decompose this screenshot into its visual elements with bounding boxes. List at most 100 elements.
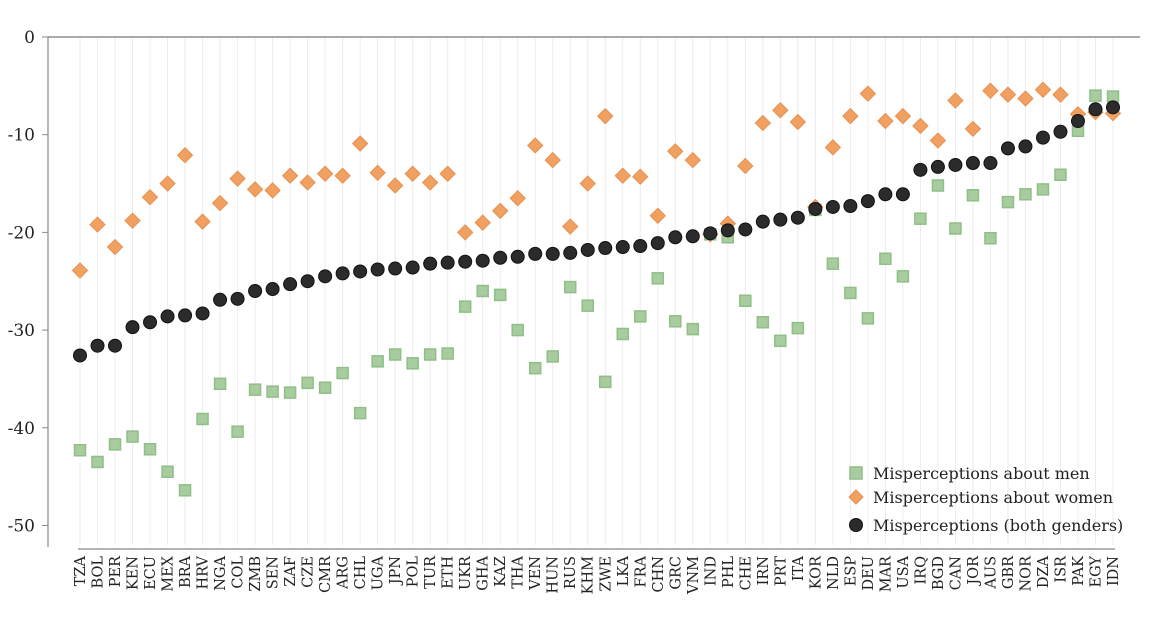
point-both: [230, 291, 245, 306]
x-tick-label: IDN: [1106, 556, 1122, 586]
point-both: [545, 246, 560, 261]
point-women: [912, 117, 929, 135]
x-tick-label: ZWE: [598, 556, 614, 592]
point-both: [353, 264, 368, 279]
x-tick-label: CMR: [318, 555, 334, 593]
x-tick-label: VNM: [686, 556, 702, 595]
point-men: [581, 299, 594, 312]
point-women: [404, 165, 421, 182]
x-tick-label: CZE: [301, 556, 317, 588]
point-men: [476, 284, 489, 298]
point-both: [598, 241, 613, 256]
x-axis: TZA BOL PER KEN ECU MEX BRA HRV NGA COL ZMB SEN ZAF C…: [73, 548, 1122, 595]
x-tick-label: DEU: [861, 556, 877, 590]
point-men: [493, 288, 507, 302]
x-tick-label: POL: [406, 556, 422, 588]
point-both: [510, 249, 525, 264]
point-men: [1089, 89, 1102, 102]
point-women: [71, 262, 89, 279]
point-men: [634, 310, 647, 323]
point-men: [108, 438, 122, 451]
point-women: [842, 107, 859, 125]
point-women: [1034, 81, 1052, 98]
point-men: [1001, 195, 1015, 209]
point-men: [756, 316, 770, 329]
point-women: [544, 151, 561, 169]
point-women: [334, 167, 351, 184]
x-tick-label: COL: [231, 556, 247, 589]
point-women: [456, 224, 474, 241]
point-women: [1052, 86, 1069, 103]
point-men: [213, 377, 227, 391]
point-women: [527, 137, 544, 154]
x-tick-label: USA: [896, 555, 912, 588]
point-men: [143, 443, 157, 456]
point-both: [965, 156, 980, 171]
x-tick-label: IRQ: [913, 556, 929, 585]
point-both: [860, 194, 875, 209]
point-women: [159, 175, 176, 192]
point-women: [474, 214, 491, 231]
x-tick-label: JPN: [388, 556, 404, 587]
x-tick-label: LKA: [616, 555, 632, 586]
point-men: [388, 348, 402, 361]
x-tick-label: DZA: [1036, 555, 1052, 588]
x-tick-label: GHA: [476, 555, 492, 590]
x-tick-label: JOR: [966, 555, 982, 587]
x-tick-label: BOL: [91, 556, 107, 589]
point-both: [318, 269, 333, 284]
point-men: [879, 252, 892, 266]
point-women: [229, 170, 246, 187]
point-both: [913, 162, 928, 177]
point-both: [458, 254, 473, 269]
point-women: [421, 174, 439, 191]
point-both: [720, 223, 735, 238]
x-tick-label: GBR: [1001, 555, 1017, 589]
point-both: [843, 199, 858, 214]
x-tick-label: ETH: [441, 556, 457, 589]
x-tick-label: IND: [703, 556, 719, 586]
point-women: [264, 182, 281, 199]
point-women: [246, 181, 264, 198]
point-women: [754, 114, 772, 132]
point-men: [739, 294, 752, 308]
point-men: [528, 361, 542, 375]
point-men: [616, 327, 630, 341]
x-tick-label: AUS: [983, 556, 999, 590]
point-both: [1088, 102, 1103, 117]
point-women: [999, 86, 1017, 103]
point-men: [301, 376, 314, 390]
point-men: [91, 455, 104, 469]
point-both: [283, 277, 298, 292]
legend-marker-men: [849, 466, 863, 480]
point-both: [528, 246, 543, 261]
point-men: [861, 312, 875, 325]
point-women: [614, 167, 631, 184]
x-tick-label: ITA: [791, 555, 807, 581]
x-tick-label: ZMB: [248, 556, 264, 592]
point-women: [894, 107, 912, 125]
point-both: [615, 240, 630, 255]
point-both: [388, 261, 403, 276]
point-men: [896, 270, 910, 283]
x-tick-label: TUR: [423, 555, 439, 589]
point-women: [789, 113, 807, 131]
point-men: [791, 321, 805, 335]
legend-marker-both: [849, 518, 863, 532]
point-men: [248, 383, 262, 396]
x-tick-label: CHE: [738, 556, 754, 590]
point-men: [984, 231, 997, 245]
point-women: [632, 168, 649, 185]
point-women: [929, 132, 947, 149]
point-women: [982, 82, 999, 99]
x-tick-label: TZA: [73, 555, 89, 586]
x-tick-label: HUN: [546, 556, 562, 594]
point-men: [178, 484, 192, 497]
x-tick-label: CAN: [948, 556, 964, 591]
point-both: [300, 274, 315, 289]
x-tick-label: KEN: [126, 556, 142, 590]
point-both: [160, 309, 175, 324]
point-both: [265, 282, 280, 297]
legend: Misperceptions about men Misperceptions …: [848, 464, 1123, 535]
